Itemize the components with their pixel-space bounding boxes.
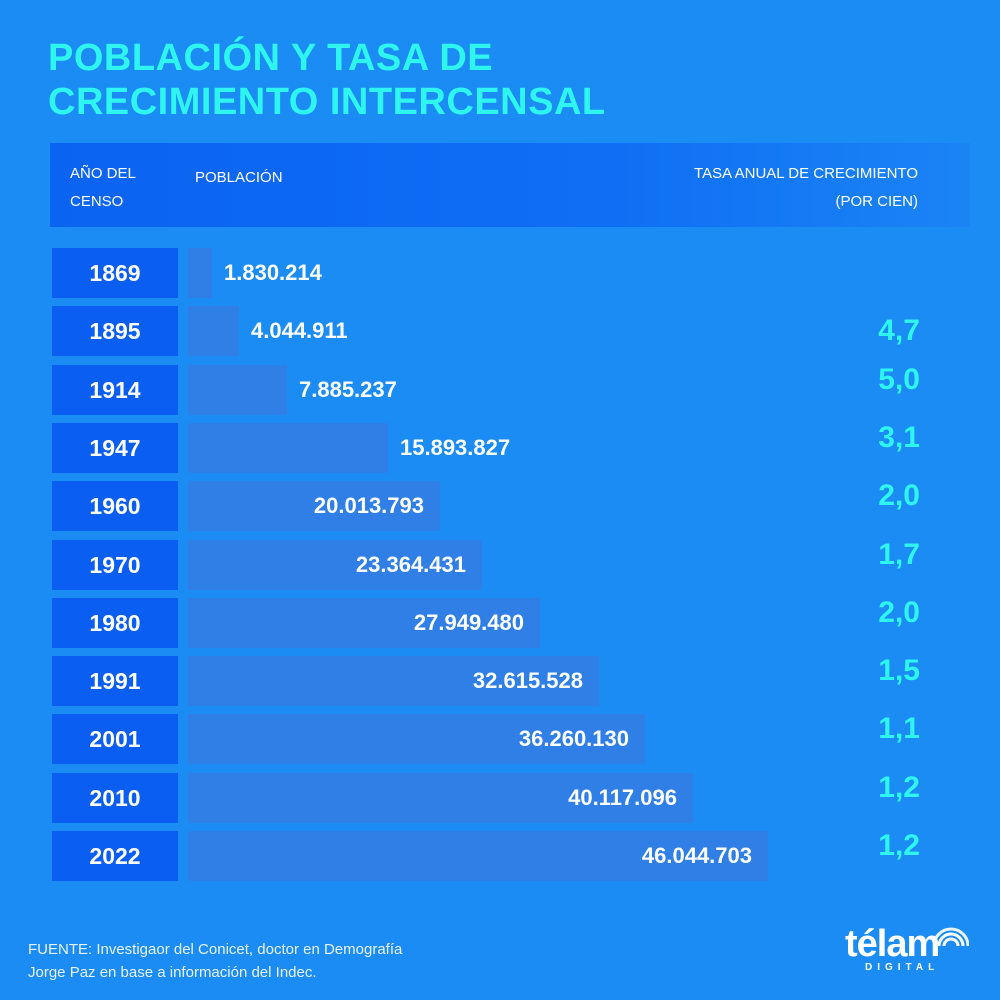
year-label: 1991 — [52, 656, 178, 706]
growth-rate-label: 1,2 — [878, 829, 920, 862]
population-bar — [188, 831, 768, 881]
year-label: 2001 — [52, 714, 178, 764]
population-value-label: 40.117.096 — [568, 785, 677, 810]
year-label: 1970 — [52, 540, 178, 590]
population-value-label: 46.044.703 — [641, 843, 752, 868]
population-bar — [188, 773, 693, 823]
population-value-label: 7.885.237 — [299, 377, 397, 402]
population-bar — [188, 423, 388, 473]
year-label: 1914 — [52, 365, 178, 415]
source-line-2: Jorge Paz en base a información del Inde… — [28, 964, 317, 981]
logo-subtitle: DIGITAL — [865, 962, 940, 973]
growth-rate-label: 2,0 — [878, 596, 920, 629]
telam-logo: télam DIGITAL — [845, 918, 975, 976]
population-value-label: 4.044.911 — [251, 318, 348, 343]
population-value-label: 23.364.431 — [355, 552, 466, 577]
population-bar — [188, 656, 599, 706]
population-value-label: 32.615.528 — [472, 668, 583, 693]
logo-wordmark: télam — [845, 923, 940, 965]
year-label: 1960 — [52, 481, 178, 531]
population-bar — [188, 540, 482, 590]
source-note: FUENTE: Investigaor del Conicet, doctor … — [28, 938, 548, 984]
chart-title-line-2: CRECIMIENTO INTERCENSAL — [48, 81, 606, 123]
population-bar — [188, 365, 287, 415]
header-year-label: AÑO DEL CENSO — [70, 165, 136, 210]
growth-rate-label: 2,0 — [878, 479, 920, 512]
growth-rate-label: 4,7 — [878, 314, 920, 347]
header-population-label: POBLACIÓN — [195, 169, 283, 186]
growth-rate-label: 3,1 — [878, 421, 920, 454]
population-bar — [188, 714, 645, 764]
population-bar — [188, 248, 212, 298]
population-bar — [188, 306, 239, 356]
year-label: 1869 — [52, 248, 178, 298]
growth-rate-label: 1,1 — [878, 712, 920, 745]
year-label: 2022 — [52, 831, 178, 881]
population-value-label: 27.949.480 — [413, 610, 524, 635]
population-value-label: 1.830.214 — [224, 260, 322, 285]
population-bar — [188, 481, 440, 531]
growth-rate-label: 5,0 — [878, 363, 920, 396]
year-label: 1980 — [52, 598, 178, 648]
population-bar — [188, 598, 540, 648]
year-label: 2010 — [52, 773, 178, 823]
growth-rate-label: 1,5 — [878, 654, 920, 687]
header-rate-label: TASA ANUAL DE CRECIMIENTO (POR CIEN) — [694, 160, 918, 216]
population-value-label: 15.893.827 — [400, 435, 511, 460]
chart-title-line-1: POBLACIÓN Y TASA DE — [48, 37, 494, 79]
population-value-label: 36.260.130 — [518, 726, 629, 751]
year-label: 1947 — [52, 423, 178, 473]
signal-waves-icon — [933, 927, 969, 947]
table-header: AÑO DEL CENSO POBLACIÓN TASA ANUAL DE CR… — [50, 143, 970, 227]
source-line-1: FUENTE: Investigaor del Conicet, doctor … — [28, 941, 403, 958]
population-value-label: 20.013.793 — [313, 493, 424, 518]
growth-rate-label: 1,2 — [878, 771, 920, 804]
chart-title: POBLACIÓN Y TASA DE CRECIMIENTO INTERCEN… — [48, 36, 948, 124]
growth-rate-label: 1,7 — [878, 538, 920, 571]
header-rate-label-line-1: TASA ANUAL DE CRECIMIENTO — [694, 165, 918, 182]
year-label: 1895 — [52, 306, 178, 356]
header-rate-label-line-2: (POR CIEN) — [835, 193, 919, 210]
